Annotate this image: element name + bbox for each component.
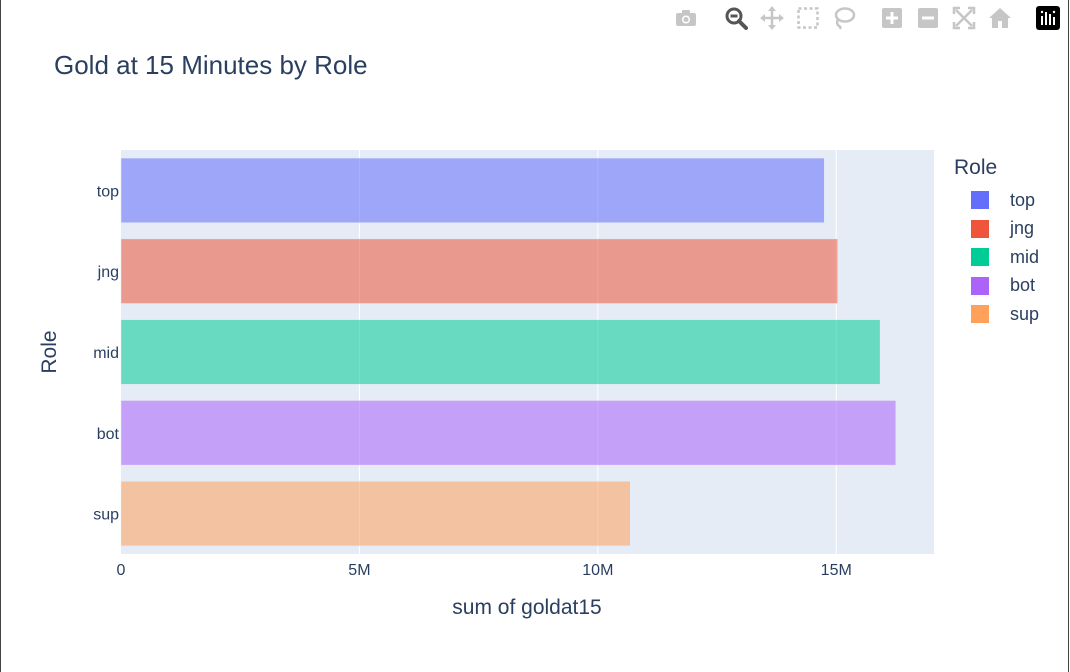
y-axis-ticks: top jng mid bot sup [93,183,119,523]
legend-swatch-bot [971,276,989,295]
legend-item-bot[interactable]: bot [954,272,1039,301]
legend-item-top[interactable]: top [954,186,1039,215]
x-tick-label: 5M [348,562,370,579]
bar-top[interactable] [120,157,825,223]
x-tick-label: 10M [582,562,613,579]
x-tick-label: 15M [821,562,852,579]
bar-mid[interactable] [120,319,881,385]
pan-icon[interactable] [760,6,786,30]
zoom-in-icon[interactable] [880,6,906,30]
y-tick-label-top: top [97,183,119,200]
legend-label-sup: sup [1010,303,1040,324]
legend-item-jng[interactable]: jng [954,215,1039,244]
bar-sup[interactable] [120,481,631,547]
bars[interactable] [120,157,897,547]
legend-swatch-top [971,191,989,210]
y-axis-label: Role [38,330,61,373]
legend: Role top jng mid bot sup [954,156,1039,329]
zoom-icon[interactable] [724,6,750,30]
box-select-icon[interactable] [796,6,822,30]
legend-label-mid: mid [1010,246,1040,267]
autoscale-icon[interactable] [952,6,978,30]
y-tick-label-mid: mid [93,345,119,362]
y-tick-label-jng: jng [97,264,119,281]
x-axis-ticks: 0 5M 10M 15M [117,562,852,579]
y-tick-label-sup: sup [93,507,119,524]
zoom-out-icon[interactable] [916,6,942,30]
legend-item-mid[interactable]: mid [954,243,1039,272]
legend-label-bot: bot [1010,275,1036,296]
y-tick-label-bot: bot [97,426,120,443]
chart-title: Gold at 15 Minutes by Role [54,50,368,80]
bar-jng[interactable] [120,238,838,304]
legend-item-sup[interactable]: sup [954,300,1039,329]
plotly-logo-icon[interactable] [1036,6,1062,30]
legend-label-jng: jng [1010,218,1035,239]
legend-label-top: top [1010,189,1036,210]
camera-icon[interactable] [674,6,700,30]
lasso-select-icon[interactable] [832,6,858,30]
reset-axes-icon[interactable] [988,6,1014,30]
bar-bot[interactable] [120,400,897,466]
legend-swatch-jng [971,219,989,238]
x-tick-label: 0 [117,562,126,579]
x-axis-label: sum of goldat15 [452,596,601,619]
legend-swatch-sup [971,305,989,324]
legend-swatch-mid [971,248,989,267]
legend-items: top jng mid bot sup [954,186,1039,329]
legend-title: Role [954,156,998,179]
